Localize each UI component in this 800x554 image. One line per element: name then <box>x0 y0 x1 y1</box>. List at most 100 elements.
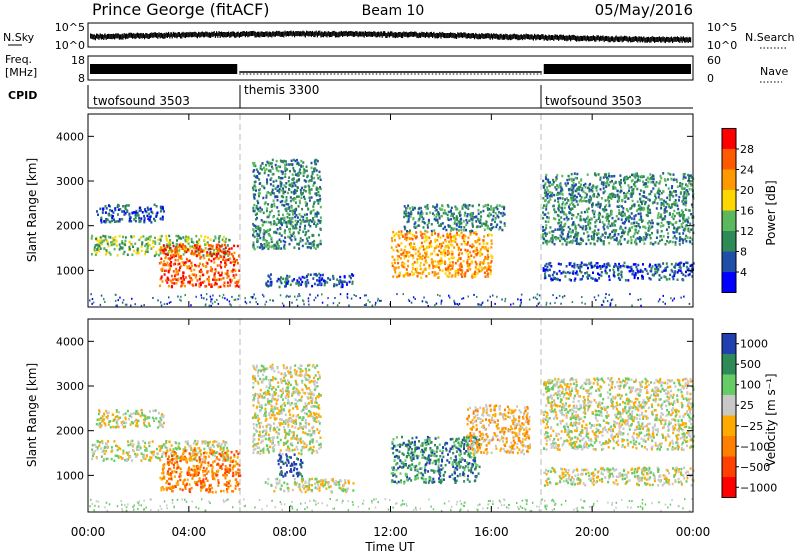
power-echo-cell <box>312 217 314 220</box>
power-echo-cell <box>278 220 281 223</box>
power-echo-cell <box>542 229 545 232</box>
power-echo-cell <box>547 220 550 223</box>
power-echo-cell <box>681 182 684 186</box>
power-echo-cell <box>155 253 158 256</box>
power-echo-cell <box>621 229 624 232</box>
power-echo-cell <box>426 230 429 234</box>
noise-sky-sample <box>428 33 430 39</box>
power-echo-cell <box>148 244 151 247</box>
power-echo-cell <box>296 242 299 246</box>
velocity-echo-cell <box>149 456 152 459</box>
noise-sky-sample <box>592 35 594 41</box>
power-echo-cell <box>466 249 469 252</box>
power-noise-cell <box>427 304 429 307</box>
power-echo-cell <box>228 247 231 251</box>
velocity-echo-cell <box>131 439 134 443</box>
power-echo-cell <box>620 205 623 208</box>
power-echo-cell <box>603 264 606 268</box>
power-echo-cell <box>474 240 477 243</box>
noise-sky-sample <box>374 31 376 37</box>
power-echo-cell <box>269 192 271 195</box>
noise-sky-sample <box>244 32 246 38</box>
power-echo-cell <box>296 280 299 284</box>
power-echo-cell <box>478 264 481 268</box>
power-echo-cell <box>303 179 306 182</box>
power-echo-cell <box>113 218 115 221</box>
power-echo-cell <box>215 245 218 249</box>
power-echo-cell <box>570 172 573 176</box>
power-echo-cell <box>140 245 143 248</box>
power-echo-cell <box>397 243 400 246</box>
power-noise-cell <box>303 303 305 306</box>
power-echo-cell <box>401 235 404 238</box>
noise-sky-sample <box>628 36 630 42</box>
power-echo-cell <box>431 262 434 265</box>
power-echo-cell <box>204 235 207 239</box>
power-echo-cell <box>224 246 227 249</box>
power-echo-cell <box>172 254 175 257</box>
power-echo-cell <box>306 239 309 243</box>
noise-sky-sample <box>478 34 480 40</box>
noise-sky-sample <box>248 31 250 37</box>
power-echo-cell <box>213 274 216 277</box>
power-echo-cell <box>169 241 172 244</box>
power-echo-cell <box>237 281 240 284</box>
power-echo-cell <box>425 239 428 242</box>
power-echo-cell <box>200 255 203 259</box>
power-echo-cell <box>422 248 425 251</box>
power-echo-cell <box>548 191 551 194</box>
power-echo-cell <box>175 278 178 281</box>
power-echo-cell <box>427 219 430 223</box>
power-echo-cell <box>632 190 635 193</box>
power-echo-cell <box>682 175 685 179</box>
power-echo-cell <box>165 263 168 267</box>
power-echo-cell <box>170 261 173 264</box>
power-echo-cell <box>158 248 161 251</box>
noise-sky-sample <box>584 35 586 41</box>
noise-sky-sample <box>164 33 166 39</box>
power-echo-cell <box>175 252 178 255</box>
power-echo-cell <box>277 165 280 168</box>
power-echo-cell <box>687 209 690 212</box>
power-echo-cell <box>392 248 395 252</box>
power-echo-cell <box>415 235 418 238</box>
power-echo-cell <box>403 215 406 219</box>
power-echo-cell <box>560 226 563 229</box>
noise-sky-sample <box>97 33 99 39</box>
power-echo-cell <box>436 221 439 224</box>
velocity-echo-cell <box>144 441 147 445</box>
power-echo-cell <box>304 282 307 286</box>
velocity-echo-cell <box>131 445 134 448</box>
power-echo-cell <box>421 272 424 275</box>
noise-sky-sample <box>172 31 174 37</box>
power-echo-cell <box>292 177 295 181</box>
noise-sky-sample <box>310 31 312 37</box>
power-echo-cell <box>176 263 179 266</box>
power-echo-cell <box>114 208 117 212</box>
power-echo-cell <box>648 177 651 181</box>
noise-sky-sample <box>564 35 566 41</box>
power-echo-cell <box>636 268 639 271</box>
power-echo-cell <box>291 182 294 185</box>
power-noise-cell <box>605 293 607 296</box>
power-echo-cell <box>172 270 175 273</box>
power-echo-cell <box>603 173 606 176</box>
power-echo-cell <box>498 204 501 207</box>
power-echo-cell <box>617 269 620 272</box>
noise-sky-sample <box>141 33 143 39</box>
power-echo-cell <box>300 159 303 163</box>
noise-sky-sample <box>318 30 320 36</box>
noise-sky-sample <box>511 34 513 40</box>
power-echo-cell <box>581 227 584 230</box>
noise-sky-sample <box>369 31 371 37</box>
power-echo-cell <box>187 281 190 284</box>
power-echo-cell <box>417 250 420 253</box>
velocity-echo-cell <box>178 456 181 460</box>
power-echo-cell <box>428 236 431 239</box>
power-echo-cell <box>640 200 643 204</box>
noise-sky-sample <box>183 32 185 38</box>
power-echo-cell <box>617 242 619 245</box>
velocity-echo-cell <box>174 458 177 461</box>
power-echo-cell <box>608 194 611 197</box>
